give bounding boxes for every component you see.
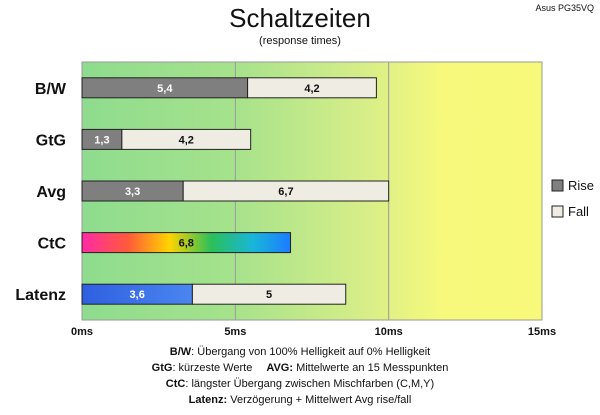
bar-fall-value: 4,2: [179, 134, 194, 146]
bar-fall: [191, 283, 347, 305]
bar-rise-value: 3,3: [125, 186, 140, 198]
category-label: Latenz: [15, 287, 66, 304]
category-label: Avg: [36, 184, 66, 201]
note-latenz: Latenz: Verzögerung + Mittelwert Avg ris…: [188, 394, 412, 406]
x-tick-label: 15ms: [528, 326, 556, 338]
note-ctc: CtC: längster Übergang zwischen Mischfar…: [165, 378, 435, 390]
legend-label-fall: Fall: [568, 204, 589, 219]
bar-fall: [182, 180, 390, 202]
note-gtg-avg: GtG: kürzeste Werte AVG: Mittelwerte an 1…: [151, 362, 449, 374]
category-label: B/W: [35, 81, 67, 98]
bar-ctc-value: 6,8: [179, 238, 194, 250]
bar-ctc: [81, 232, 292, 254]
x-tick-label: 5ms: [224, 326, 246, 338]
legend-label-rise: Rise: [568, 178, 594, 193]
bar-rise-value: 5,4: [157, 83, 173, 95]
note-bw: B/W: Übergang von 100% Helligkeit auf 0%…: [169, 346, 431, 358]
bar-latency-value: 3,6: [130, 289, 145, 301]
category-label: CtC: [38, 236, 67, 253]
bar-fall-value: 4,2: [304, 83, 319, 95]
bar-fall: [247, 77, 377, 99]
bar-fall-value: 5: [266, 289, 272, 301]
legend-swatch-rise: [551, 179, 564, 192]
x-tick-label: 10ms: [375, 326, 403, 338]
chart-notes: B/W: Übergang von 100% Helligkeit auf 0%…: [0, 344, 600, 408]
bar-fall-value: 6,7: [278, 186, 293, 198]
legend-swatch-fall: [551, 205, 564, 218]
category-label: GtG: [36, 132, 66, 149]
bar-fall: [121, 128, 252, 150]
bar-rise-value: 1,3: [94, 134, 109, 146]
page-subtitle: (response times): [259, 35, 341, 47]
monitor-badge: Asus PG35VQ: [535, 3, 594, 13]
x-tick-label: 0ms: [71, 326, 93, 338]
page-title: Schaltzeiten: [229, 3, 371, 33]
